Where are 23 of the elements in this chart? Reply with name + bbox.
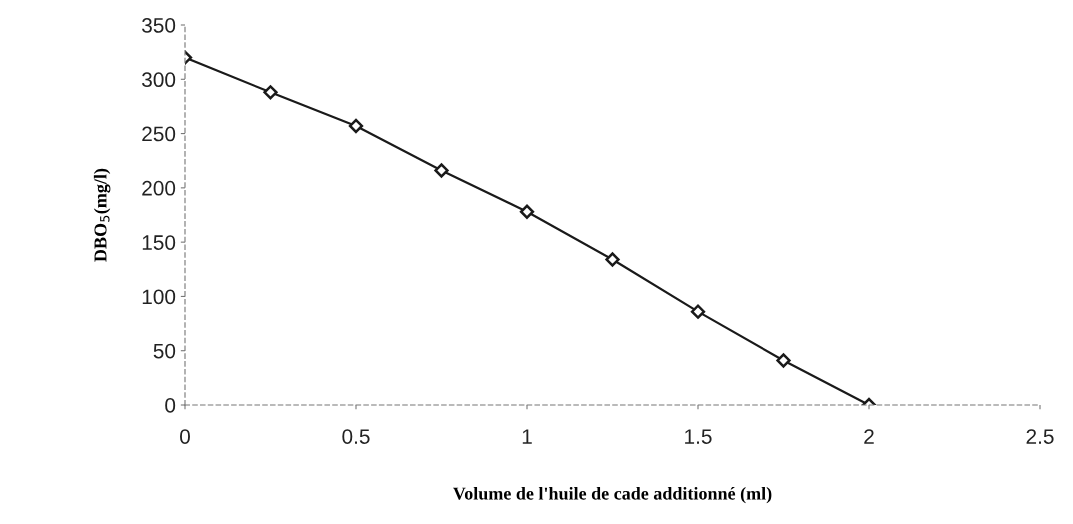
y-tick-label: 350 (142, 18, 176, 33)
x-tick-label: 1.5 (685, 429, 712, 444)
y-tick-label: 50 (153, 343, 176, 359)
x-tick-label: 0 (180, 429, 190, 444)
point (776, 353, 791, 368)
point (434, 163, 449, 178)
point (348, 118, 364, 134)
x-axis-title: Volume de l'huile de cade additionné (ml) (453, 486, 772, 504)
point (519, 204, 535, 219)
x-tick-label: 2.5 (1026, 429, 1054, 444)
x-tick-label: 1 (522, 429, 532, 444)
y-tick-label: 150 (142, 235, 176, 250)
y-tick-label: 0 (165, 398, 176, 413)
point (690, 304, 706, 319)
y-tick-label: 100 (142, 289, 176, 305)
y-tick-label: 200 (142, 180, 176, 196)
point (605, 252, 620, 267)
y-tick-label: 300 (142, 72, 176, 88)
point (263, 85, 278, 100)
x-tick-label: 2 (864, 429, 874, 444)
x-tick-label: 0.5 (342, 429, 370, 444)
y-axis-title: DBO$_{5}$(mg/l) (93, 168, 111, 262)
y-tick-label: 250 (142, 126, 176, 142)
